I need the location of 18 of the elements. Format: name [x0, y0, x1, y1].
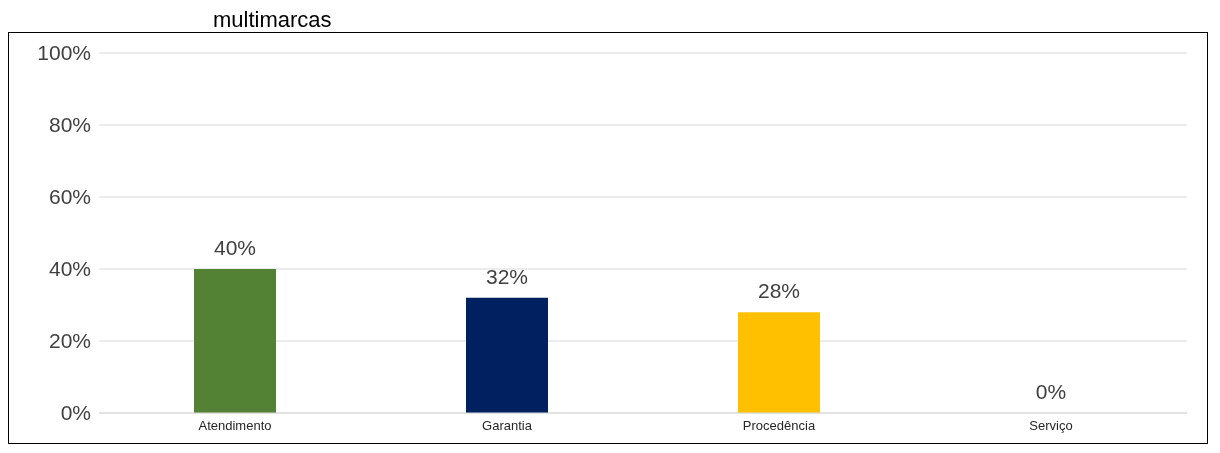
x-tick-label: Atendimento: [198, 418, 272, 434]
bar: [738, 312, 820, 413]
bar: [194, 269, 276, 413]
data-label: 40%: [213, 236, 257, 259]
data-label: 28%: [757, 279, 801, 303]
data-label: 0%: [1035, 380, 1067, 403]
y-tick-label: 20%: [48, 329, 91, 353]
data-label: 32%: [485, 264, 529, 288]
y-tick-label: 80%: [48, 113, 91, 137]
y-tick-label: 40%: [48, 257, 91, 281]
x-tick-label: Garantia: [482, 418, 533, 434]
x-tick-label: Serviço: [1029, 418, 1073, 434]
y-tick-label: 60%: [48, 185, 91, 209]
x-tick-label: Procedência: [742, 418, 816, 434]
chart-title: multimarcas: [212, 7, 333, 32]
bar: [466, 297, 548, 413]
y-tick-label: 100%: [37, 41, 91, 65]
y-tick-label: 0%: [60, 401, 91, 425]
